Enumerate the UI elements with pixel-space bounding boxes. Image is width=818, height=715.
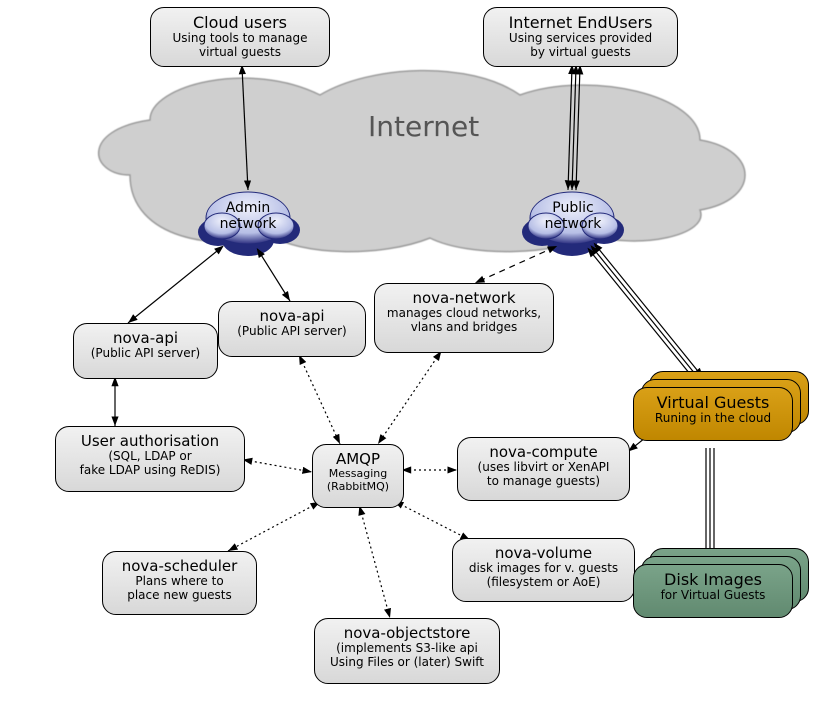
node-subtitle: (Public API server) [223, 325, 361, 339]
node-disk-images: Disk Imagesfor Virtual Guests [633, 564, 793, 618]
node-subtitle: (Public API server) [78, 347, 213, 361]
node-virtual-guests: Virtual GuestsRuning in the cloud [633, 387, 793, 441]
node-subtitle: Runing in the cloud [638, 412, 788, 426]
node-nova-volume: nova-volumedisk images for v. guests (fi… [452, 538, 635, 602]
node-title: nova-api [223, 308, 361, 325]
node-title: AMQP [317, 451, 399, 468]
node-nova-api-left: nova-api(Public API server) [73, 323, 218, 379]
node-nova-api-right: nova-api(Public API server) [218, 301, 366, 357]
node-nova-scheduler: nova-schedulerPlans where to place new g… [102, 551, 257, 615]
node-amqp: AMQPMessaging (RabbitMQ) [312, 444, 404, 508]
node-title: nova-volume [457, 545, 630, 562]
public-network-label: Public network [542, 200, 604, 232]
node-subtitle: Using services provided by virtual guest… [488, 32, 673, 60]
node-title: Cloud users [155, 14, 325, 32]
node-internet-endusers: Internet EndUsersUsing services provided… [483, 7, 678, 67]
admin-network-label: Admin network [218, 200, 278, 232]
node-title: nova-objectstore [319, 625, 495, 642]
node-subtitle: disk images for v. guests (filesystem or… [457, 562, 630, 590]
internet-label: Internet [368, 110, 479, 143]
node-title: nova-network [379, 290, 549, 307]
node-cloud-users: Cloud usersUsing tools to manage virtual… [150, 7, 330, 67]
node-subtitle: (SQL, LDAP or fake LDAP using ReDIS) [60, 450, 240, 478]
node-nova-objectstore: nova-objectstore(implements S3-like api … [314, 618, 500, 684]
node-nova-compute: nova-compute(uses libvirt or XenAPI to m… [457, 437, 630, 501]
node-subtitle: Messaging (RabbitMQ) [317, 468, 399, 493]
node-nova-network: nova-networkmanages cloud networks, vlan… [374, 283, 554, 353]
node-title: Disk Images [638, 571, 788, 589]
node-title: Virtual Guests [638, 394, 788, 412]
internet-cloud [99, 71, 745, 252]
node-user-auth: User authorisation(SQL, LDAP or fake LDA… [55, 426, 245, 492]
node-subtitle: manages cloud networks, vlans and bridge… [379, 307, 549, 335]
node-title: nova-compute [462, 444, 625, 461]
node-title: Internet EndUsers [488, 14, 673, 32]
node-subtitle: Using tools to manage virtual guests [155, 32, 325, 60]
node-title: nova-api [78, 330, 213, 347]
node-subtitle: for Virtual Guests [638, 589, 788, 603]
node-title: User authorisation [60, 433, 240, 450]
node-subtitle: (implements S3-like api Using Files or (… [319, 642, 495, 670]
node-title: nova-scheduler [107, 558, 252, 575]
node-subtitle: Plans where to place new guests [107, 575, 252, 603]
node-subtitle: (uses libvirt or XenAPI to manage guests… [462, 461, 625, 489]
